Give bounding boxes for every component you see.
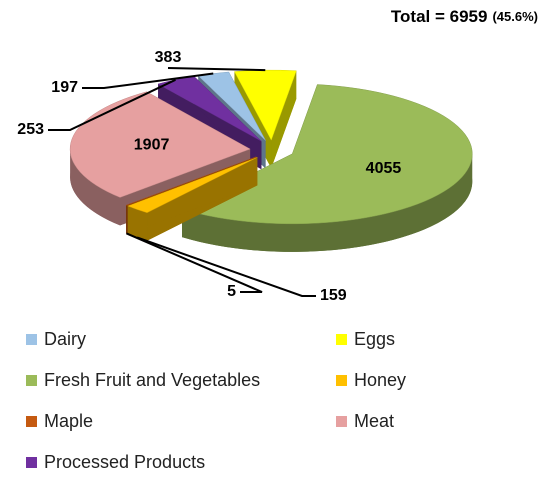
slice-top [181, 84, 473, 225]
legend-label: Dairy [44, 329, 86, 349]
slice-top [125, 156, 257, 206]
leader-line [82, 72, 214, 89]
slice-wall [127, 205, 148, 241]
leader-line [136, 236, 316, 297]
data-label: 159 [320, 287, 347, 304]
slice-side [271, 70, 297, 169]
data-label: 383 [155, 49, 182, 66]
leader-line [125, 232, 263, 293]
data-label: 1907 [134, 137, 170, 154]
slice-wall [70, 149, 121, 226]
legend-label: Eggs [354, 329, 395, 349]
chart-title: Total = 6959 [391, 7, 488, 26]
legend-label: Meat [354, 411, 394, 431]
slice [127, 157, 258, 241]
legend-swatch [336, 334, 347, 345]
chart-subtitle: (45.6%) [492, 9, 538, 24]
legend-swatch [26, 375, 37, 386]
legend-swatch [26, 334, 37, 345]
data-label: 253 [17, 121, 44, 138]
legend-swatch [26, 457, 37, 468]
legend-swatch [336, 375, 347, 386]
legend-label: Maple [44, 411, 93, 431]
leader-line [167, 67, 266, 72]
slice-top [127, 157, 258, 213]
slice [181, 84, 473, 252]
leader-line [48, 78, 176, 131]
slice-wall [126, 205, 127, 234]
chart-title-group: Total = 6959 (45.6%) [391, 7, 538, 26]
slice-wall [182, 153, 473, 252]
data-label: 4055 [366, 160, 402, 177]
data-label: 197 [51, 79, 78, 96]
legend-swatch [336, 416, 347, 427]
data-label: 5 [227, 283, 236, 300]
legend-swatch [26, 416, 37, 427]
legend-label: Fresh Fruit and Vegetables [44, 370, 260, 390]
legend-label: Honey [354, 370, 406, 390]
legend-label: Processed Products [44, 452, 205, 472]
slice-side [127, 157, 258, 234]
slice-top [69, 91, 251, 198]
